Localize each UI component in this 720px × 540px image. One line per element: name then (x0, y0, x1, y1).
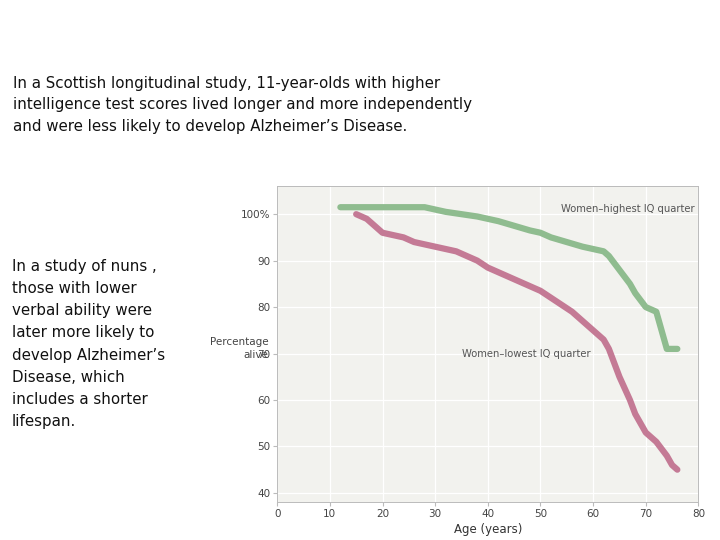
Text: In a study of nuns ,
those with lower
verbal ability were
later more likely to
d: In a study of nuns , those with lower ve… (12, 259, 165, 429)
Text: Women–lowest IQ quarter: Women–lowest IQ quarter (462, 349, 591, 359)
Text: Women–highest IQ quarter: Women–highest IQ quarter (561, 204, 694, 214)
Text: In a Scottish longitudinal study, 11-year-olds with higher
intelligence test sco: In a Scottish longitudinal study, 11-yea… (13, 76, 472, 134)
Text: Percentage
alive: Percentage alive (210, 337, 269, 360)
Text: Intelligence and Longevity: Intelligence and Longevity (13, 22, 450, 50)
X-axis label: Age (years): Age (years) (454, 523, 522, 536)
